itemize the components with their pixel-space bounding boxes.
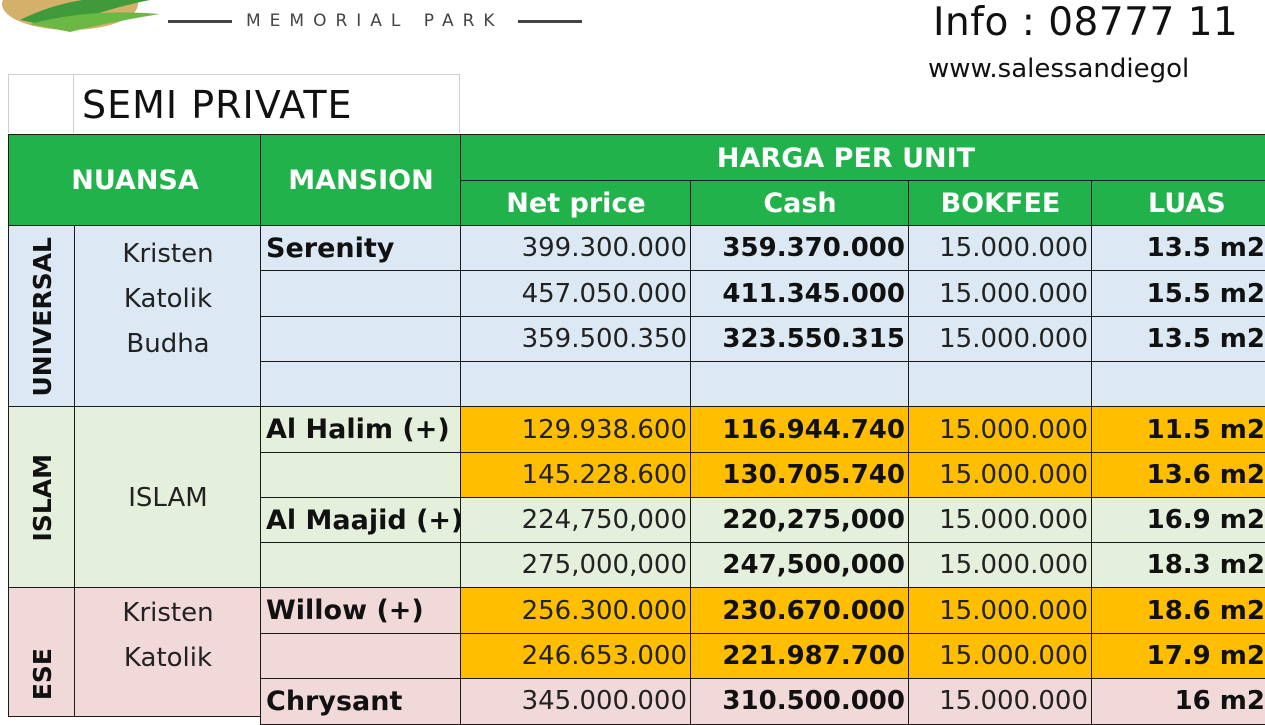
mansion-cell: Willow (+): [260, 587, 462, 635]
mansion-cell: Serenity: [260, 225, 462, 272]
cash-cell: 323.550.315: [690, 315, 910, 363]
brand-subtitle-text: MEMORIAL PARK: [246, 11, 504, 31]
header-harga-per-unit: HARGA PER UNIT: [460, 134, 1265, 182]
net-price-cell: 399.300.000: [460, 225, 692, 272]
bokfee-cell: 15.000.000: [908, 315, 1093, 363]
net-price-cell: 129.938.600: [460, 406, 692, 453]
cash-cell: 220,275,000: [690, 496, 910, 544]
group-universal: UNIVERSAL: [8, 225, 76, 408]
bokfee-cell: 15.000.000: [908, 406, 1093, 453]
group-chinese-label: ESE: [27, 648, 57, 701]
religion-kristen: Kristen: [122, 239, 214, 269]
net-price-cell: [460, 360, 692, 408]
net-price-cell: 224,750,000: [460, 496, 692, 544]
luas-cell: [1091, 360, 1265, 408]
header-cash: Cash: [690, 180, 910, 227]
cash-cell: 221.987.700: [690, 632, 910, 680]
religion-katolik: Katolik: [123, 284, 213, 314]
bokfee-cell: [908, 360, 1093, 408]
group-universal-label: UNIVERSAL: [27, 236, 57, 397]
cash-cell: 310.500.000: [690, 678, 910, 725]
brand-subtitle: MEMORIAL PARK: [168, 8, 582, 34]
cash-cell: 116.944.740: [690, 406, 910, 453]
cash-cell: 411.345.000: [690, 270, 910, 318]
luas-cell: 11.5 m2: [1091, 406, 1265, 453]
mansion-cell: [260, 632, 462, 680]
luas-cell: 13.5 m2: [1091, 315, 1265, 363]
religion-cell-chinese: Kristen Katolik: [74, 587, 262, 717]
bokfee-cell: 15.000.000: [908, 451, 1093, 499]
memorial-park-logo: [2, 0, 160, 32]
mansion-cell: Al Maajid (+): [260, 496, 462, 544]
cash-cell: 247,500,000: [690, 542, 910, 589]
luas-cell: 18.6 m2: [1091, 587, 1265, 635]
religion-budha: Budha: [126, 329, 210, 359]
header-net-price: Net price: [460, 180, 692, 227]
religion-cell-islam: ISLAM: [74, 406, 262, 589]
bokfee-cell: 15.000.000: [908, 270, 1093, 318]
info-phone: Info : 08777 11: [933, 0, 1239, 45]
bokfee-cell: 15.000.000: [908, 632, 1093, 680]
cash-cell: 230.670.000: [690, 587, 910, 635]
header-nuansa: NUANSA: [8, 134, 262, 227]
net-price-cell: 345.000.000: [460, 678, 692, 725]
group-islam-label: ISLAM: [27, 453, 57, 542]
net-price-cell: 457.050.000: [460, 270, 692, 318]
religion-cell-universal: Kristen Katolik Budha: [74, 225, 262, 408]
net-price-cell: 246.653.000: [460, 632, 692, 680]
header-luas: LUAS: [1091, 180, 1265, 227]
mansion-cell: Al Halim (+): [260, 406, 462, 453]
religion-katolik: Katolik: [123, 643, 213, 673]
luas-cell: 18.3 m2: [1091, 542, 1265, 589]
luas-cell: 13.6 m2: [1091, 451, 1265, 499]
cash-cell: [690, 360, 910, 408]
net-price-cell: 145.228.600: [460, 451, 692, 499]
net-price-cell: 359.500.350: [460, 315, 692, 363]
bokfee-cell: 15.000.000: [908, 678, 1093, 725]
header-mansion: MANSION: [260, 134, 462, 227]
net-price-cell: 275,000,000: [460, 542, 692, 589]
religion-islam: ISLAM: [128, 482, 208, 513]
group-chinese: ESE: [8, 587, 76, 717]
table-title-box: SEMI PRIVATE: [8, 74, 460, 133]
mansion-cell: [260, 451, 462, 499]
table-title: SEMI PRIVATE: [82, 83, 353, 127]
mansion-cell: [260, 315, 462, 363]
religion-kristen: Kristen: [122, 598, 214, 628]
header-bokfee: BOKFEE: [908, 180, 1093, 227]
bokfee-cell: 15.000.000: [908, 225, 1093, 272]
mansion-cell: [260, 270, 462, 318]
mansion-cell: Chrysant: [260, 678, 462, 725]
mansion-cell: [260, 360, 462, 408]
luas-cell: 13.5 m2: [1091, 225, 1265, 272]
luas-cell: 15.5 m2: [1091, 270, 1265, 318]
luas-cell: 17.9 m2: [1091, 632, 1265, 680]
cash-cell: 130.705.740: [690, 451, 910, 499]
cash-cell: 359.370.000: [690, 225, 910, 272]
bokfee-cell: 15.000.000: [908, 587, 1093, 635]
website-url: www.salessandiegol: [928, 54, 1190, 84]
bokfee-cell: 15.000.000: [908, 542, 1093, 589]
net-price-cell: 256.300.000: [460, 587, 692, 635]
bokfee-cell: 15.000.000: [908, 496, 1093, 544]
luas-cell: 16.9 m2: [1091, 496, 1265, 544]
mansion-cell: [260, 542, 462, 589]
group-islam: ISLAM: [8, 406, 76, 589]
luas-cell: 16 m2: [1091, 678, 1265, 725]
